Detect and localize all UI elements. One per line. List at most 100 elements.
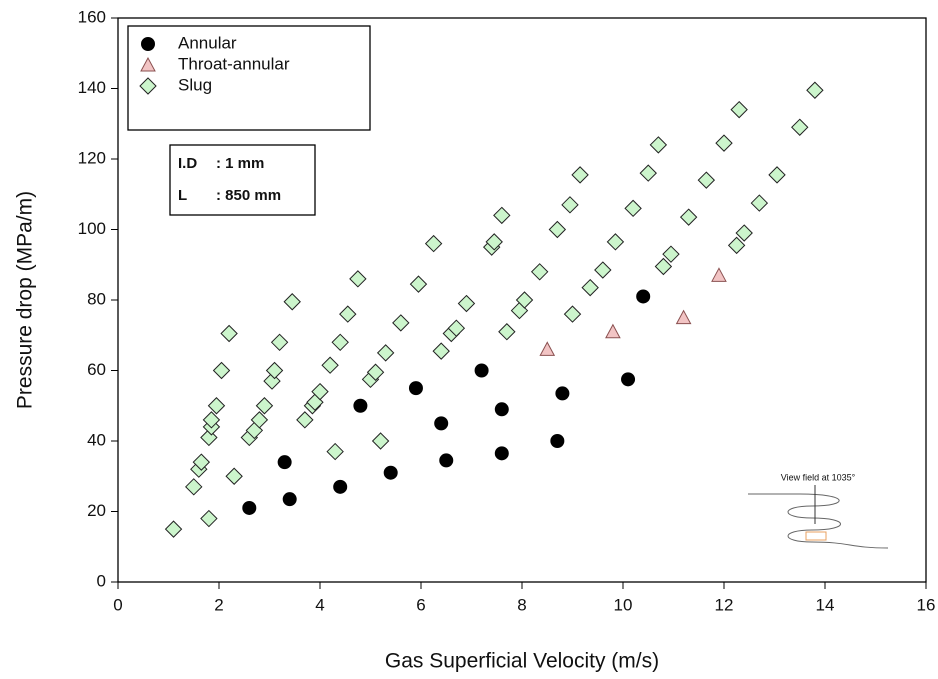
- point: [715, 134, 733, 152]
- point: [408, 381, 423, 396]
- point: [409, 275, 428, 293]
- x-tick-label: 10: [614, 595, 633, 614]
- x-tick-label: 14: [816, 595, 835, 614]
- point: [207, 397, 226, 415]
- y-tick-label: 160: [78, 7, 106, 26]
- point: [493, 206, 511, 225]
- point: [333, 479, 348, 494]
- point: [331, 333, 349, 352]
- point: [555, 386, 570, 401]
- point: [730, 100, 748, 119]
- x-tick-label: 12: [715, 595, 734, 614]
- point: [270, 333, 289, 352]
- point: [654, 257, 673, 276]
- point: [750, 194, 769, 212]
- legend-marker: [140, 56, 156, 72]
- info-value: : 1 mm: [216, 155, 264, 172]
- point: [494, 402, 509, 417]
- point: [485, 233, 503, 251]
- point: [675, 309, 692, 325]
- point: [242, 500, 257, 515]
- point: [212, 361, 231, 380]
- point: [255, 397, 274, 415]
- inset-view: [805, 531, 827, 541]
- point: [662, 245, 680, 263]
- point: [727, 236, 746, 255]
- y-tick-label: 100: [78, 219, 106, 238]
- point: [515, 291, 534, 309]
- point: [563, 305, 582, 323]
- point: [571, 166, 589, 184]
- x-axis-title: Gas Superficial Velocity (m/s): [385, 650, 659, 673]
- y-tick-label: 40: [87, 430, 106, 449]
- point: [594, 261, 612, 279]
- point: [283, 293, 301, 311]
- info-box: [169, 144, 316, 216]
- point: [164, 520, 183, 538]
- point: [250, 411, 269, 429]
- legend-marker: [139, 77, 157, 95]
- point: [349, 270, 367, 288]
- x-tick-label: 16: [917, 595, 936, 614]
- x-tick-label: 8: [517, 595, 526, 614]
- point: [200, 509, 218, 528]
- point: [277, 455, 292, 470]
- point: [624, 199, 642, 218]
- y-tick-label: 120: [78, 148, 106, 167]
- info-label: I.D: [178, 155, 197, 172]
- point: [457, 294, 476, 313]
- point: [791, 118, 809, 136]
- point: [711, 267, 727, 282]
- point: [447, 319, 466, 337]
- y-tick-label: 60: [87, 360, 106, 379]
- y-tick-label: 20: [87, 501, 106, 520]
- point: [550, 434, 565, 448]
- point: [225, 467, 243, 485]
- point: [605, 323, 621, 339]
- point: [339, 305, 357, 323]
- point: [539, 341, 556, 356]
- point: [606, 233, 625, 251]
- point: [192, 453, 211, 471]
- x-tick-label: 0: [113, 595, 122, 614]
- point: [494, 446, 509, 461]
- inset-diagram: View field at 1035°: [748, 472, 889, 549]
- y-axis-title: Pressure drop (MPa/m): [14, 191, 37, 409]
- info-value: : 850 mm: [216, 187, 281, 204]
- point: [697, 171, 716, 189]
- point: [202, 411, 221, 429]
- info-label: L: [178, 187, 187, 204]
- legend-marker: [141, 37, 155, 51]
- point: [474, 363, 489, 378]
- y-tick-label: 80: [87, 289, 106, 308]
- point: [432, 342, 450, 360]
- point: [311, 382, 329, 401]
- x-tick-label: 6: [416, 595, 425, 614]
- point: [185, 478, 203, 496]
- point: [636, 289, 651, 304]
- point: [621, 372, 636, 387]
- point: [265, 361, 284, 380]
- point: [548, 220, 567, 239]
- point: [530, 263, 549, 281]
- point: [649, 136, 668, 154]
- legend-box: [127, 25, 371, 131]
- point: [439, 453, 454, 468]
- legend-label: Throat-annular: [178, 54, 290, 73]
- inset-coil: [787, 493, 889, 549]
- point: [768, 166, 786, 184]
- point: [376, 344, 395, 362]
- point: [282, 492, 297, 507]
- point: [353, 398, 368, 413]
- point: [371, 432, 390, 450]
- point: [392, 314, 410, 332]
- y-tick-label: 0: [97, 571, 106, 590]
- y-tick-label: 140: [78, 78, 106, 97]
- point: [326, 442, 344, 461]
- point: [679, 208, 698, 226]
- inset-label: View field at 1035°: [781, 472, 856, 482]
- point: [561, 196, 579, 214]
- x-tick-label: 2: [214, 595, 223, 614]
- legend-label: Annular: [178, 33, 237, 52]
